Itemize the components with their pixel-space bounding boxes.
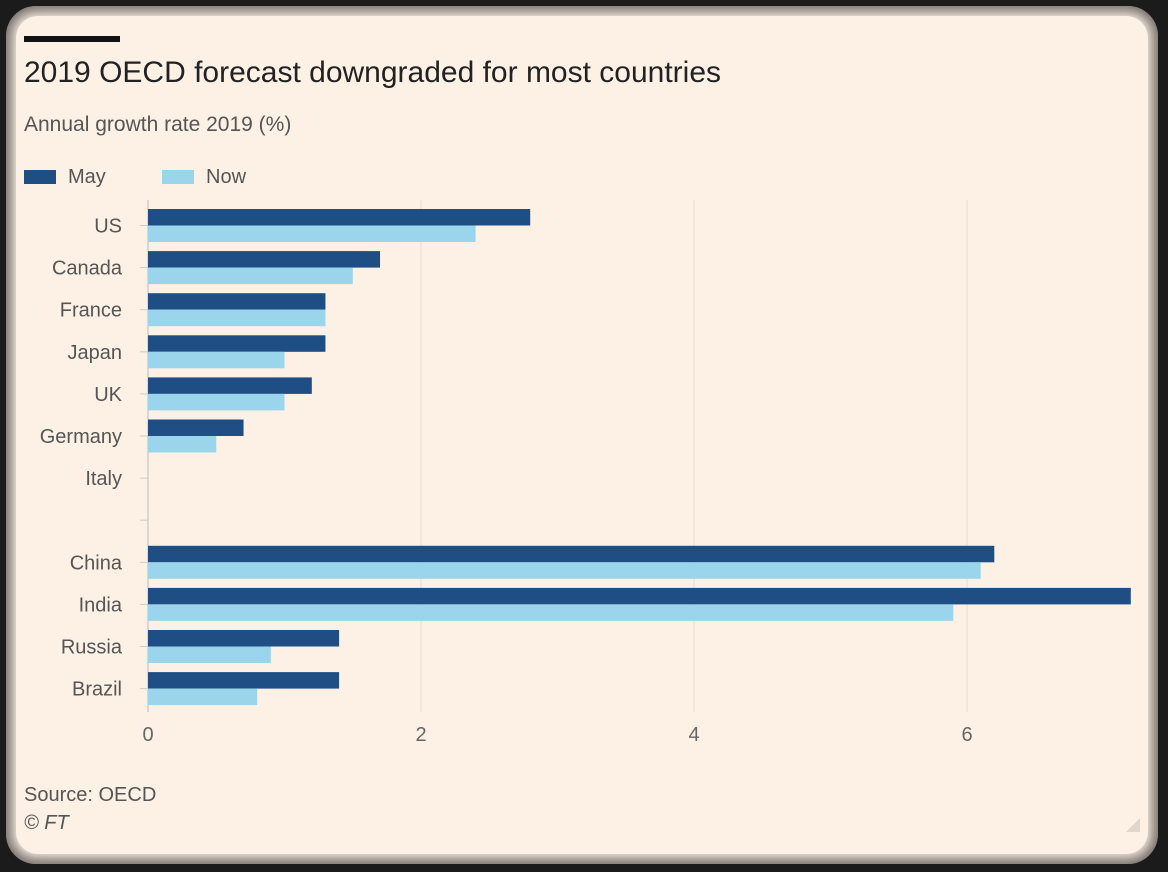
category-label-france: France (60, 300, 122, 322)
title-accent-bar (24, 36, 120, 42)
bar-germany-may (148, 419, 244, 436)
bar-canada-may (148, 251, 381, 268)
x-tick-label-0: 0 (142, 724, 153, 746)
category-label-china: China (70, 552, 123, 574)
bar-japan-may (148, 335, 326, 352)
bar-china-now (148, 562, 981, 579)
bar-russia-now (148, 646, 271, 663)
legend-swatch-now (162, 170, 194, 184)
x-tick-label-6: 6 (961, 724, 972, 746)
bar-us-may (148, 209, 531, 226)
bar-russia-may (148, 630, 340, 647)
category-label-brazil: Brazil (72, 679, 122, 701)
category-label-japan: Japan (68, 342, 123, 364)
bar-germany-now (148, 436, 217, 453)
bar-france-may (148, 293, 326, 310)
bar-japan-now (148, 351, 285, 369)
category-label-italy: Italy (85, 468, 122, 490)
chart-subtitle: Annual growth rate 2019 (%) (24, 113, 292, 136)
category-label-canada: Canada (52, 258, 123, 280)
bar-india-now (148, 604, 954, 621)
category-label-uk: UK (94, 384, 122, 406)
bar-us-now (148, 225, 476, 242)
x-tick-label-4: 4 (688, 724, 699, 746)
chart-frame (6, 6, 1158, 864)
category-label-india: India (79, 594, 123, 616)
legend-label-now: Now (206, 165, 247, 188)
bar-france-now (148, 309, 326, 327)
resize-grip-icon (1126, 818, 1140, 832)
source-note: Source: OECD (24, 784, 157, 806)
bar-canada-now (148, 267, 353, 285)
x-tick-label-2: 2 (415, 724, 426, 746)
bar-brazil-now (148, 688, 258, 706)
legend-item-may: May (24, 164, 106, 190)
category-label-germany: Germany (40, 426, 122, 448)
copyright-note: © FT (24, 812, 69, 834)
bar-uk-may (148, 377, 312, 394)
bar-india-may (148, 587, 1131, 605)
bar-china-may (148, 545, 995, 563)
category-label-us: US (94, 216, 122, 238)
bar-brazil-may (148, 672, 340, 689)
bar-uk-now (148, 393, 285, 411)
legend-swatch-may (24, 170, 56, 184)
legend-item-now: Now (162, 164, 246, 190)
legend-label-may: May (68, 165, 106, 188)
chart-title: 2019 OECD forecast downgraded for most c… (24, 56, 722, 89)
category-label-russia: Russia (61, 637, 123, 659)
